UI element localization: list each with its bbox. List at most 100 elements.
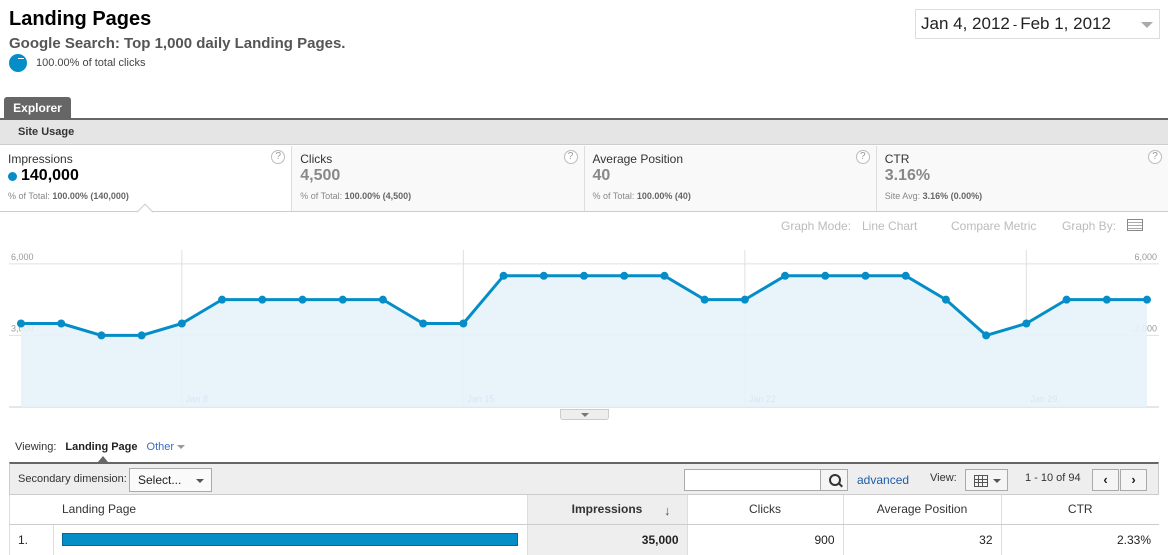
y-tick-label-right: 6,000 (1134, 252, 1157, 262)
data-point (459, 319, 468, 328)
position-cell: 32 (842, 524, 1001, 555)
col-impressions-label: Impressions (571, 502, 643, 517)
data-point (1102, 295, 1111, 304)
pct-prefix: Site Avg: (884, 191, 921, 201)
scorecard-label: Clicks (300, 152, 333, 166)
data-point (218, 295, 227, 304)
view-label: View: (930, 472, 957, 484)
data-point (419, 319, 428, 328)
table-toolbar: Secondary dimension: Select... advanced … (9, 462, 1159, 495)
scorecard-percent: % of Total: 100.00% (140,000) (8, 191, 283, 201)
compare-metric-link[interactable]: Compare Metric (951, 219, 1037, 233)
pct-value: 100.00% (140,000) (52, 191, 129, 201)
scorecard-percent: % of Total: 100.00% (40) (593, 191, 868, 201)
data-table: Landing Page Impressions ↓ Clicks Averag… (9, 495, 1159, 555)
data-point (1022, 319, 1031, 328)
data-point (1062, 295, 1071, 304)
scorecard-label: Average Position (592, 152, 684, 166)
view-mode-button[interactable] (965, 469, 1008, 491)
scorecard-percent: Site Avg: 3.16% (0.00%) (885, 191, 1160, 201)
data-point (580, 271, 588, 280)
dimension-landing-page[interactable]: Landing Page (65, 441, 138, 453)
scorecard-value-wrap: 140,000 (8, 167, 283, 185)
col-average-position[interactable]: Average Position (842, 495, 1001, 525)
help-icon[interactable]: ? (271, 150, 286, 164)
data-point (700, 295, 709, 304)
total-percent: 100.00% of total clicks (9, 54, 145, 72)
col-landing-page[interactable]: Landing Page (9, 495, 527, 525)
viewing-pointer (98, 456, 108, 462)
landing-page-cell[interactable] (53, 524, 527, 555)
col-impressions[interactable]: Impressions ↓ (526, 495, 687, 525)
pie-icon (9, 54, 27, 72)
data-point (97, 331, 106, 340)
date-range-picker[interactable]: Jan 4, 2012 - Feb 1, 2012 (915, 9, 1160, 39)
prev-page-button[interactable]: ‹ (1092, 469, 1119, 491)
pct-value: 3.16% (0.00%) (922, 191, 983, 201)
subtab-site-usage[interactable]: Site Usage (18, 126, 75, 138)
landing-page-bar (62, 533, 518, 546)
graph-mode-label: Graph Mode: (781, 219, 852, 233)
table-header-row: Landing Page Impressions ↓ Clicks Averag… (9, 495, 1159, 525)
scorecard-clicks[interactable]: Clicks 4,500 % of Total: 100.00% (4,500)… (292, 146, 585, 211)
data-point (861, 271, 870, 280)
data-point (781, 271, 790, 280)
data-point (941, 295, 950, 304)
series-area (21, 275, 1147, 407)
table-row[interactable]: 1. 35,000 900 32 2.33% (9, 524, 1159, 555)
ctr-cell: 2.33% (1000, 524, 1159, 555)
chevron-down-icon (1141, 22, 1153, 28)
tab-divider (0, 118, 1168, 120)
secondary-dimension-label: Secondary dimension: (18, 473, 127, 485)
table-search-input[interactable] (684, 469, 821, 491)
col-clicks[interactable]: Clicks (686, 495, 843, 525)
scorecard-ctr[interactable]: CTR 3.16% Site Avg: 3.16% (0.00%) ? (876, 146, 1168, 211)
help-icon[interactable]: ? (1148, 150, 1162, 164)
data-point (338, 295, 347, 304)
graph-by-label: Graph By: (1062, 219, 1117, 233)
scorecard-label: Impressions (8, 152, 73, 166)
data-point (620, 271, 629, 280)
dimension-other[interactable]: Other (147, 441, 186, 453)
viewing-label: Viewing: (15, 441, 57, 453)
pct-prefix: % of Total: (300, 191, 343, 201)
data-point (137, 331, 146, 340)
graph-mode-value[interactable]: Line Chart (862, 219, 918, 233)
scorecard-impressions[interactable]: Impressions 140,000 % of Total: 100.00% … (0, 146, 293, 211)
secondary-dimension-select[interactable]: Select... (129, 468, 212, 492)
scorecard-average-position[interactable]: Average Position 40 % of Total: 100.00% … (584, 146, 877, 211)
impressions-cell: 35,000 (526, 524, 687, 555)
pct-prefix: % of Total: (592, 191, 635, 201)
data-point (539, 271, 548, 280)
data-point (298, 295, 307, 304)
data-point (821, 271, 830, 280)
graph-by-icon[interactable] (1127, 219, 1143, 231)
data-point (17, 319, 25, 328)
pct-value: 100.00% (4,500) (344, 191, 412, 201)
data-point (499, 271, 508, 280)
pct-prefix: % of Total: (8, 191, 50, 201)
pager-text: 1 - 10 of 94 (1025, 472, 1081, 484)
page-subtitle: Google Search: Top 1,000 daily Landing P… (9, 35, 346, 52)
search-icon[interactable] (820, 469, 848, 491)
scorecard-value: 140,000 (21, 167, 79, 184)
scorecard-value: 3.16% (884, 167, 931, 184)
help-icon[interactable]: ? (855, 150, 870, 164)
tab-explorer[interactable]: Explorer (4, 97, 71, 119)
col-ctr[interactable]: CTR (1000, 495, 1159, 525)
advanced-filter-link[interactable]: advanced (857, 473, 910, 487)
data-point (740, 295, 749, 304)
y-tick-label-left: 6,000 (11, 252, 34, 262)
chart-collapse-handle[interactable] (560, 409, 609, 420)
viewing-bar: Viewing: Landing Page Other (15, 441, 185, 453)
data-point (901, 271, 910, 280)
date-start: Jan 4, 2012 (921, 14, 1010, 33)
sort-down-icon: ↓ (664, 503, 671, 518)
scorecard-value: 40 (592, 167, 611, 184)
data-point (177, 319, 186, 328)
data-point (258, 295, 267, 304)
help-icon[interactable]: ? (563, 150, 578, 164)
next-page-button[interactable]: › (1120, 469, 1147, 491)
series-dot-icon (8, 171, 17, 181)
